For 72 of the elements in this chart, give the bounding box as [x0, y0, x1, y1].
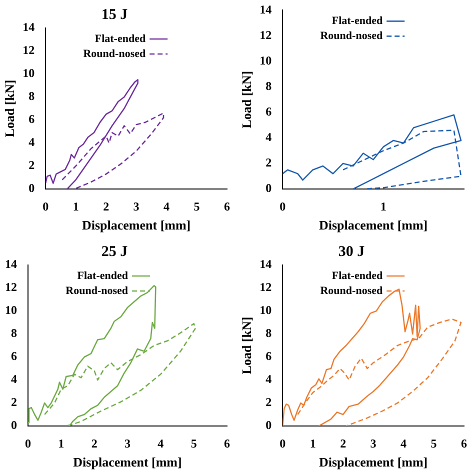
y-tick-label: 2 — [266, 395, 272, 410]
x-tick-label: 0 — [42, 199, 49, 214]
y-tick-label: 12 — [260, 28, 272, 42]
x-tick-label: 6 — [224, 436, 230, 450]
x-tick-label: 2 — [340, 436, 346, 450]
y-tick-label: 10 — [22, 66, 35, 80]
x-tick-label: 4 — [164, 199, 170, 214]
y-tick-label: 0 — [11, 418, 17, 432]
x-tick-label: 0 — [280, 199, 286, 214]
y-tick-label: 2 — [28, 158, 35, 172]
legend-label: Round-nosed — [83, 48, 146, 60]
x-tick-label: 4 — [400, 436, 407, 450]
y-tick-label: 8 — [28, 89, 35, 104]
x-tick-label: 3 — [370, 436, 376, 450]
y-tick-label: 8 — [266, 78, 272, 93]
y-tick-label: 8 — [11, 326, 17, 340]
x-tick-label: 2 — [91, 436, 98, 450]
x-tick-label: 2 — [103, 199, 110, 214]
x-axis-title: Displacement [mm] — [82, 218, 191, 233]
y-tick-label: 8 — [266, 326, 272, 340]
x-tick-label: 3 — [133, 199, 140, 214]
x-tick-label: 1 — [310, 436, 316, 450]
y-tick-label: 10 — [260, 53, 272, 68]
x-tick-label: 5 — [194, 199, 200, 214]
y-axis-title: Load [kN] — [239, 316, 254, 374]
x-tick-label: 3 — [124, 436, 130, 450]
y-tick-label: 12 — [260, 280, 272, 294]
y-tick-label: 14 — [260, 2, 272, 16]
legend-label: Flat-ended — [332, 15, 383, 28]
y-tick-label: 4 — [266, 372, 272, 386]
y-tick-label: 6 — [11, 349, 17, 364]
legend-label: Round-nosed — [66, 284, 128, 297]
y-tick-label: 0 — [28, 181, 35, 196]
legend-label: Flat-ended — [94, 32, 146, 45]
y-tick-label: 14 — [260, 257, 272, 272]
y-tick-label: 2 — [266, 156, 272, 170]
chart-title: 25 J — [101, 244, 128, 260]
y-tick-label: 4 — [11, 372, 17, 386]
y-tick-label: 14 — [5, 257, 17, 272]
y-tick-label: 10 — [5, 303, 17, 318]
legend-label: Flat-ended — [332, 270, 383, 282]
x-tick-label: 5 — [190, 436, 197, 450]
legend-label: Flat-ended — [77, 270, 128, 282]
chart-title: 30 J — [338, 244, 366, 260]
legend-label: Round-nosed — [320, 284, 383, 297]
x-tick-label: 1 — [72, 199, 79, 214]
chart-title: 15 J — [101, 6, 128, 23]
y-tick-label: 4 — [266, 130, 272, 144]
y-axis-title: Load [kN] — [239, 70, 254, 128]
x-tick-label: 1 — [58, 436, 64, 450]
y-tick-label: 6 — [266, 349, 272, 364]
y-axis-title: Load [kN] — [2, 80, 18, 138]
x-tick-label: 0 — [280, 436, 286, 450]
y-tick-label: 2 — [11, 395, 17, 410]
y-tick-label: 0 — [266, 181, 272, 196]
y-tick-label: 12 — [5, 280, 17, 294]
y-tick-label: 10 — [260, 303, 272, 318]
x-tick-label: 6 — [461, 436, 467, 450]
y-tick-label: 12 — [22, 43, 35, 58]
y-tick-label: 0 — [266, 418, 272, 432]
x-tick-label: 1 — [380, 199, 386, 214]
x-tick-label: 6 — [224, 199, 230, 214]
x-tick-label: 5 — [430, 436, 437, 450]
x-tick-label: 4 — [158, 436, 164, 450]
x-axis-title: Displacement [mm] — [318, 218, 428, 233]
x-axis-title: Displacement [mm] — [318, 454, 428, 470]
y-tick-label: 6 — [266, 104, 272, 118]
y-tick-label: 4 — [28, 135, 35, 150]
y-tick-label: 6 — [28, 112, 35, 126]
y-tick-label: 14 — [22, 20, 35, 34]
x-axis-title: Displacement [mm] — [73, 454, 182, 470]
legend-label: Round-nosed — [320, 30, 383, 42]
